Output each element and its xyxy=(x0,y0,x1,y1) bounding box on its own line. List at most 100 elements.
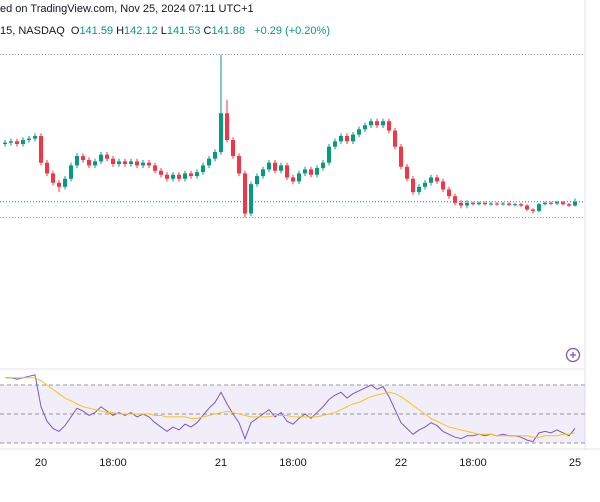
x-tick-label: 20 xyxy=(35,457,47,469)
candle-body xyxy=(267,162,271,170)
candle-body xyxy=(3,142,7,144)
candle-body xyxy=(159,170,163,175)
candle-body xyxy=(465,202,469,206)
candle-body xyxy=(411,178,415,193)
candle-body xyxy=(225,113,229,140)
candle-body xyxy=(261,169,265,177)
candle-body xyxy=(285,165,289,178)
ohlc-label: H xyxy=(116,25,125,37)
candle-body xyxy=(291,177,295,182)
candle-body xyxy=(507,203,511,205)
candle-body xyxy=(549,202,553,204)
candle-body xyxy=(333,141,337,147)
candle-body xyxy=(63,178,67,187)
candle-body xyxy=(495,203,499,205)
candle-body xyxy=(141,162,145,166)
candle-body xyxy=(165,174,169,179)
candle-body xyxy=(441,181,445,190)
add-button[interactable] xyxy=(565,347,581,363)
candle-body xyxy=(477,202,481,205)
candle-body xyxy=(417,186,421,193)
change: +0.29 (+0.20%) xyxy=(254,25,330,37)
add-icon[interactable] xyxy=(565,347,581,363)
candle-body xyxy=(99,154,103,162)
candle-body xyxy=(309,169,313,175)
candle-body xyxy=(393,130,397,147)
candle-body xyxy=(75,156,79,166)
candle-body xyxy=(207,158,211,166)
ohlc-value: 141.53 xyxy=(166,25,201,37)
candle-body xyxy=(573,201,577,206)
candle-body xyxy=(435,177,439,182)
candle-body xyxy=(213,152,217,159)
candle-body xyxy=(9,141,13,143)
candle-body xyxy=(543,202,547,205)
candle-body xyxy=(15,141,19,144)
candle-body xyxy=(69,165,73,179)
candle-body xyxy=(39,135,43,163)
x-tick-label: 25 xyxy=(569,457,581,469)
rsi-band xyxy=(0,385,585,443)
x-tick-label: 18:00 xyxy=(459,457,487,469)
candle-body xyxy=(231,139,235,157)
candle-body xyxy=(189,173,193,177)
ohlc-value: 141.88 xyxy=(211,25,246,37)
candle-body xyxy=(555,202,559,204)
candle-body xyxy=(561,202,565,205)
candle-body xyxy=(273,162,277,171)
candle-body xyxy=(351,134,355,142)
candle-body xyxy=(201,165,205,173)
candle-body xyxy=(135,161,139,166)
candle-body xyxy=(93,161,97,166)
candle-body xyxy=(219,113,223,153)
candle-body xyxy=(471,202,475,205)
x-tick-label: 22 xyxy=(395,457,407,469)
candle-body xyxy=(423,182,427,187)
legend: 15, NASDAQ O141.59 H142.12 L141.53 C141.88 … xyxy=(0,25,333,37)
candle-body xyxy=(357,129,361,135)
candle-body xyxy=(315,168,319,175)
symbol: 15, NASDAQ xyxy=(0,25,65,37)
candle-body xyxy=(183,173,187,179)
candle-body xyxy=(129,161,133,165)
candle-body xyxy=(255,176,259,185)
candle-body xyxy=(321,162,325,169)
candle-body xyxy=(369,121,373,126)
candle-body xyxy=(429,177,433,183)
ohlc-value: 141.59 xyxy=(79,25,114,37)
candle-body xyxy=(243,173,247,214)
candle-body xyxy=(105,154,109,159)
candle-body xyxy=(153,165,157,171)
x-tick-label: 21 xyxy=(215,457,227,469)
candle-body xyxy=(339,135,343,142)
candle-body xyxy=(21,139,25,144)
add-icon-plus[interactable] xyxy=(570,352,576,358)
ohlc: O141.59 H142.12 L141.53 C141.88 xyxy=(71,25,248,37)
candle-body xyxy=(111,158,115,165)
candle-body xyxy=(447,189,451,197)
candle-body xyxy=(195,172,199,177)
candle-body xyxy=(387,121,391,131)
candle-body xyxy=(327,146,331,163)
candle-body xyxy=(399,146,403,167)
candle-body xyxy=(177,174,181,179)
candle-body xyxy=(117,161,121,165)
candle-body xyxy=(33,135,37,139)
x-tick-label: 18:00 xyxy=(99,457,127,469)
watermark-header: ed on TradingView.com, Nov 25, 2024 07:1… xyxy=(0,3,254,15)
candle-body xyxy=(501,203,505,205)
candle-body xyxy=(453,196,457,203)
ohlc-label: O xyxy=(70,25,80,37)
candle-body xyxy=(489,203,493,205)
candle-body xyxy=(513,204,517,206)
candle-body xyxy=(483,202,487,205)
candle-body xyxy=(405,166,409,179)
candle-body xyxy=(297,173,301,182)
ohlc-label: L xyxy=(160,25,167,37)
candle-body xyxy=(459,202,463,206)
candle-body xyxy=(51,173,55,183)
x-tick-label: 18:00 xyxy=(279,457,307,469)
candle-body xyxy=(279,165,283,171)
